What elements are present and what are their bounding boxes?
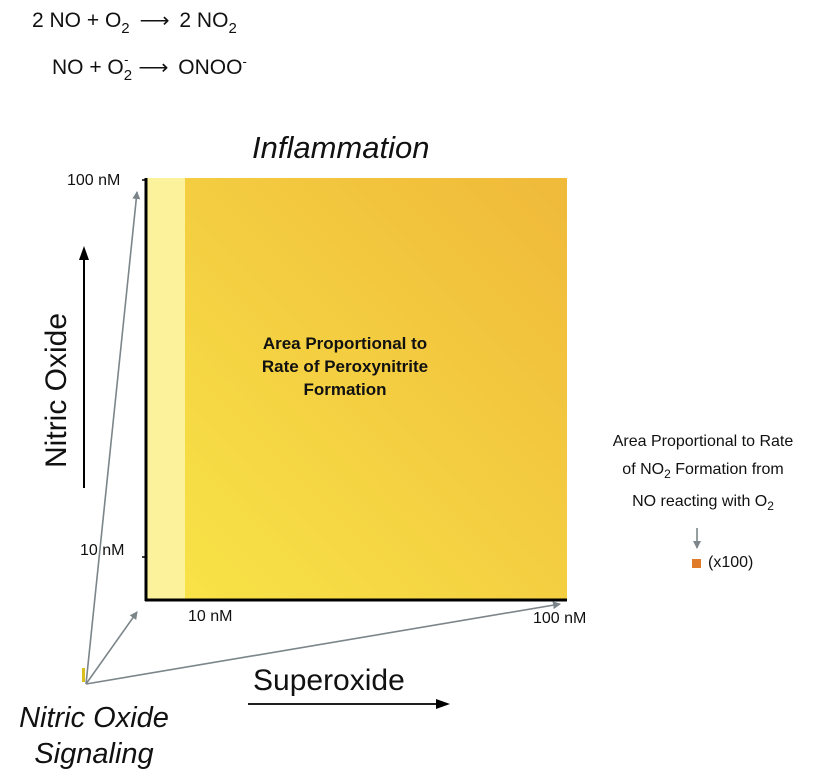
no2-note-line-2-pre: of NO bbox=[622, 461, 665, 478]
no2-note-line-1: Area Proportional to Rate bbox=[612, 433, 794, 450]
projection-to-x-high bbox=[85, 601, 561, 685]
projection-to-y-top bbox=[85, 191, 141, 685]
projection-to-x-low bbox=[85, 611, 138, 685]
no2-note-line-2-sub: 2 bbox=[664, 467, 671, 481]
x-tick-low-label: 10 nM bbox=[188, 608, 233, 625]
no2-area-marker bbox=[692, 559, 701, 568]
peroxynitrite-label-line-1: Area Proportional to bbox=[262, 334, 428, 353]
no2-rate-note: Area Proportional to Rate of NO2 Formati… bbox=[578, 428, 820, 520]
x-axis-label: Superoxide bbox=[253, 664, 405, 697]
peroxynitrite-area-label: Area Proportional to Rate of Peroxynitri… bbox=[215, 332, 475, 401]
equation-no2-formation: 2 NO + O2 ⟶ 2 NO2 bbox=[32, 8, 237, 37]
no2-note-line-3-sub: 2 bbox=[767, 499, 774, 513]
superoxide-arrow-head bbox=[436, 699, 450, 709]
reaction-arrow: ⟶ bbox=[139, 9, 170, 32]
no2-note-line-3: NO reacting with O2 bbox=[578, 488, 820, 520]
equation-2-left-superscript: - bbox=[124, 52, 129, 67]
equation-2-left: NO + O bbox=[52, 56, 124, 79]
equation-2-left-subscript: 2 bbox=[123, 67, 133, 84]
low-superoxide-strip bbox=[146, 178, 185, 600]
equation-2-right-superscript: - bbox=[242, 54, 247, 69]
y-tick-high-label: 100 nM bbox=[67, 172, 121, 189]
no2-note-line-3-pre: NO reacting with O bbox=[632, 493, 768, 510]
equation-peroxynitrite-formation: NO + O2- ⟶ ONOO- bbox=[52, 52, 247, 84]
equation-1-right-subscript: 2 bbox=[228, 20, 237, 37]
x-tick-high-label: 100 nM bbox=[533, 610, 587, 627]
equation-1-right: 2 NO bbox=[179, 9, 229, 32]
nitric-oxide-arrow-head bbox=[79, 246, 89, 260]
y-axis-label: Nitric Oxide bbox=[40, 312, 73, 468]
no2-note-line-2: of NO2 Formation from bbox=[578, 456, 820, 488]
signaling-label-line-2: Signaling bbox=[34, 738, 154, 770]
equation-2-right: ONOO bbox=[178, 56, 243, 79]
diagram-title: Inflammation bbox=[252, 130, 430, 165]
signaling-area-marker bbox=[82, 668, 85, 682]
no2-note-line-2-post: Formation from bbox=[670, 461, 784, 478]
signaling-label-line-1: Nitric Oxide bbox=[19, 702, 169, 734]
signaling-label: Nitric Oxide Signaling bbox=[0, 700, 194, 772]
peroxynitrite-label-line-3: Formation bbox=[303, 380, 387, 399]
equation-1-left: 2 NO + O bbox=[32, 9, 122, 32]
y-tick-low-label: 10 nM bbox=[80, 542, 125, 559]
equation-1-left-subscript: 2 bbox=[121, 20, 130, 37]
reaction-arrow: ⟶ bbox=[138, 56, 169, 79]
peroxynitrite-label-line-2: Rate of Peroxynitrite bbox=[261, 357, 429, 376]
no2-marker-label: (x100) bbox=[708, 554, 754, 571]
peroxynitrite-area bbox=[146, 178, 567, 600]
